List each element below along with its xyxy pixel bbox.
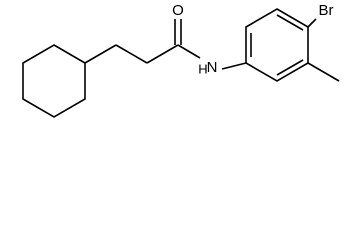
cyclohexane-ring [22, 44, 86, 118]
atom-label: H [198, 61, 207, 76]
page: O N H Br (() => { const data = JSON.pars… [22, 1, 340, 118]
atom-label: Br [319, 2, 334, 19]
bond [307, 62, 340, 82]
atom-label: O [172, 2, 184, 19]
structure-diagram: O N H Br [22, 2, 340, 118]
bond [221, 62, 247, 70]
aromatic-bond [276, 14, 304, 31]
bond [146, 44, 179, 64]
bond [115, 44, 148, 64]
atom-label: N [207, 59, 218, 76]
bond [84, 44, 117, 64]
benzene-ring [245, 8, 309, 82]
bond [307, 18, 317, 28]
bond [177, 44, 201, 59]
aromatic-bond [276, 59, 304, 76]
